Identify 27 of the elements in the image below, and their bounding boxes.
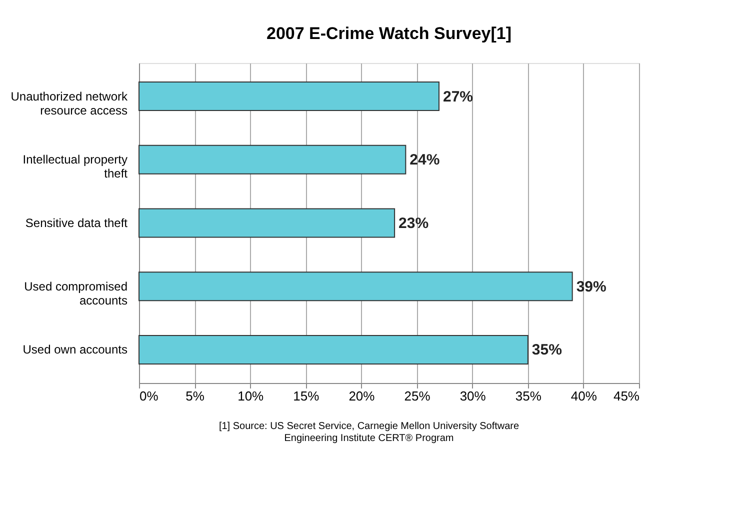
bar — [138, 144, 406, 174]
x-tick-label: 0% — [140, 388, 159, 404]
bar — [138, 272, 573, 302]
x-tick-label: 40% — [570, 388, 598, 404]
text: [1] Source: US Secret Service, Carnegie Mellon University Software Engineering Institute CERT® Program — [218, 421, 520, 444]
chart-title: 2007 E-Crime Watch Survey[1] — [266, 24, 512, 43]
bar — [138, 334, 528, 364]
y-tick-label: Sensitive data theft — [25, 216, 128, 230]
y-tick-label: Intellectual property theft — [22, 152, 128, 181]
data-label: 27% — [443, 88, 474, 106]
x-tick-label: 15% — [293, 388, 320, 404]
bar — [138, 208, 396, 238]
y-tick-label: Used compromised accounts — [24, 279, 128, 308]
x-tick-label: 35% — [515, 388, 542, 404]
x-tick-label: 10% — [238, 388, 264, 404]
x-tick-label: 25% — [404, 388, 431, 404]
x-tick-label: 30% — [460, 388, 486, 404]
data-label: 24% — [410, 152, 440, 169]
x-tick-label: 45% — [613, 388, 640, 404]
data-label: 39% — [576, 278, 606, 296]
x-tick-label: 5% — [186, 388, 205, 404]
bar — [138, 82, 440, 112]
y-tick-label: Used own accounts — [22, 342, 128, 357]
x-tick-label: 20% — [348, 388, 376, 404]
data-label: 23% — [398, 215, 429, 232]
y-tick-label: Unauthorized network resource access — [10, 89, 128, 118]
data-label: 35% — [532, 342, 562, 359]
